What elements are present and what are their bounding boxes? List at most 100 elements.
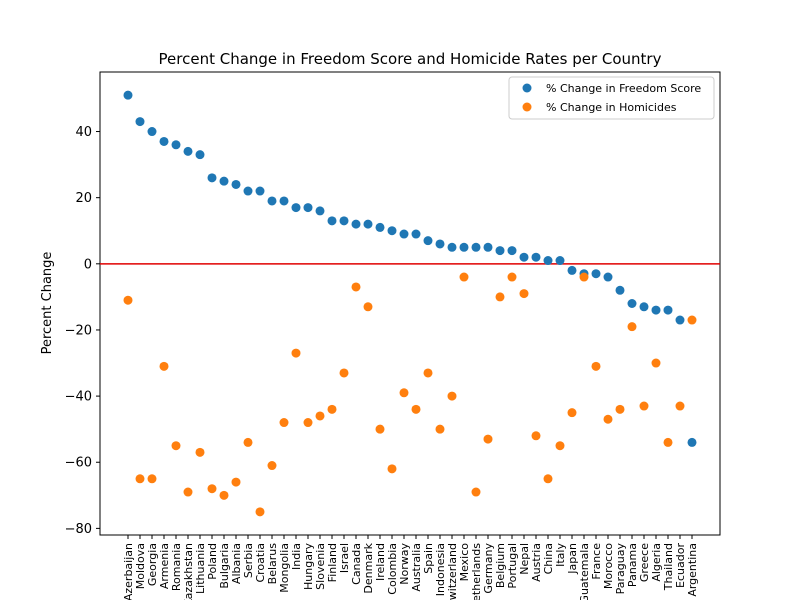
x-tick-label: Kazakhstan [182,543,195,600]
freedom-score-point [207,173,217,183]
y-axis-label: Percent Change [40,252,55,355]
homicide-change-point [279,418,289,428]
homicide-change-point [375,424,385,434]
homicide-change-point [615,404,625,414]
x-tick-label: Serbia [242,543,255,578]
y-tick-label: −20 [65,323,92,338]
homicide-change-point [171,441,181,451]
homicide-change-point [243,437,253,447]
freedom-score-point [567,265,577,275]
homicide-change-point [519,289,529,299]
homicide-change-point [627,322,637,332]
freedom-score-point [231,179,241,189]
freedom-score-point [543,256,553,266]
freedom-score-point [507,246,517,256]
homicide-change-point [339,368,349,378]
x-tick-label: Canada [350,543,363,585]
chart-title: Percent Change in Freedom Score and Homi… [159,50,662,68]
x-tick-label: Georgia [146,543,159,586]
homicide-change-point [435,424,445,434]
freedom-score-point [399,229,409,239]
homicide-change-point [123,295,133,305]
homicide-change-point [507,272,517,282]
x-tick-label: Switzerland [446,543,459,600]
homicide-change-point [543,474,553,484]
freedom-score-point [435,239,445,249]
freedom-score-point [651,305,661,315]
x-tick-label: Lithuania [194,543,207,594]
x-tick-label: Austria [530,543,543,582]
freedom-score-point [159,136,169,146]
homicide-change-point [483,434,493,444]
homicide-change-point [495,292,505,302]
freedom-score-point [123,90,133,100]
y-tick-label: −80 [65,522,92,537]
x-tick-label: Moldova [134,543,147,589]
x-tick-label: Algeria [650,543,663,582]
homicide-change-point [303,418,313,428]
data-points-layer [123,90,697,517]
legend-marker [522,83,532,93]
homicide-change-point [315,411,325,421]
x-tick-label: Morocco [602,543,615,589]
x-tick-label: Slovenia [314,543,327,590]
x-tick-label: Portugal [506,543,519,589]
y-tick-label: −60 [65,456,92,471]
x-tick-label: Indonesia [434,543,447,596]
legend-label: % Change in Freedom Score [546,82,701,95]
x-tick-label: Poland [206,543,219,580]
homicide-change-point [423,368,433,378]
homicide-change-point [231,477,241,487]
freedom-score-point [459,242,469,252]
legend-label: % Change in Homicides [546,101,677,114]
y-tick-label: −40 [65,390,92,405]
legend: % Change in Freedom Score % Change in Hom… [508,76,715,120]
x-tick-label: Croatia [254,543,267,583]
y-axis: −80 −60 −40 −20 0 20 40 [65,125,100,537]
y-tick-label: 0 [84,257,92,272]
freedom-score-point [555,256,565,266]
freedom-score-point [279,196,289,206]
y-tick-label: 40 [75,125,92,140]
homicide-change-point [639,401,649,411]
x-tick-label: Hungary [302,543,315,590]
freedom-score-point [591,269,601,279]
freedom-score-point [339,216,349,226]
x-tick-label: Albania [230,543,243,584]
freedom-score-point [675,315,685,325]
x-tick-label: Belgium [494,543,507,588]
freedom-score-point [447,242,457,252]
homicide-change-point [195,447,205,457]
x-tick-label: Nepal [518,543,531,575]
x-tick-label: Israel [338,543,351,573]
homicide-change-point [387,464,397,474]
freedom-score-point [147,127,157,137]
freedom-score-point [603,272,613,282]
x-tick-label: Bulgaria [218,543,231,589]
freedom-score-point [615,285,625,295]
homicide-change-point [555,441,565,451]
freedom-score-point [663,305,673,315]
freedom-score-point [351,219,361,229]
homicide-change-point [579,272,589,282]
homicide-change-point [159,361,169,371]
freedom-score-point [363,219,373,229]
x-tick-label: Greece [638,543,651,582]
homicide-change-point [255,507,265,517]
x-tick-label: India [290,543,303,570]
x-tick-label: Thailand [662,543,675,591]
legend-marker [522,102,532,112]
freedom-score-point [375,222,385,232]
x-tick-label: Panama [626,543,639,587]
x-tick-label: Australia [410,543,423,592]
homicide-change-point [351,282,361,292]
freedom-score-point [267,196,277,206]
x-tick-label: China [542,543,555,574]
x-tick-label: Germany [482,543,495,594]
x-tick-label: Ireland [374,543,387,581]
x-tick-label: Romania [170,543,183,591]
freedom-score-point [135,117,145,127]
x-tick-label: Colombia [386,543,399,595]
